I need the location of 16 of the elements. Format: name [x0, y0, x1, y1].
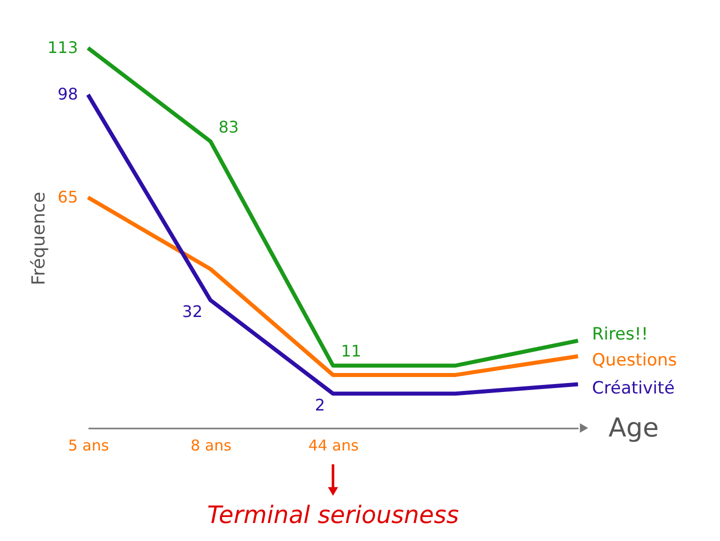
x-tick-label: 44 ans [308, 436, 359, 454]
data-label: 2 [314, 396, 325, 415]
series-label: Créativité [592, 378, 675, 398]
x-tick-label: 8 ans [190, 436, 232, 454]
data-label: 11 [341, 342, 362, 361]
text: Terminal seriousness [207, 501, 459, 529]
x-axis-title: Age [608, 414, 659, 444]
y-axis-title: Fréquence [28, 192, 50, 286]
data-label: 113 [47, 38, 78, 57]
data-label: 98 [58, 84, 78, 104]
series-label: Rires!! [592, 324, 648, 345]
data-label: 32 [182, 302, 202, 322]
series-label: Questions [592, 350, 678, 370]
x-tick-label: 5 ans [68, 436, 110, 454]
data-label: 83 [218, 117, 239, 136]
data-label: 65 [58, 187, 78, 206]
